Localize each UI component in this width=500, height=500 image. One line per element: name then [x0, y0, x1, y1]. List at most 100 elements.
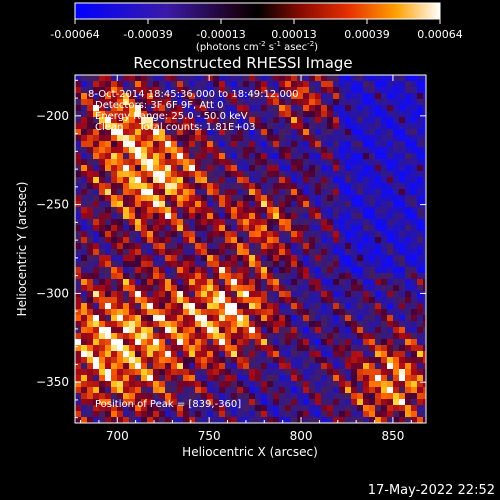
heatmap-pixel [417, 207, 423, 213]
heatmap-pixel [303, 345, 309, 351]
heatmap-pixel [333, 147, 339, 153]
heatmap-pixel [111, 117, 117, 123]
heatmap-pixel [423, 339, 426, 345]
heatmap-pixel [411, 279, 417, 285]
heatmap-pixel [423, 225, 426, 231]
heatmap-pixel [225, 369, 231, 375]
heatmap-pixel [363, 411, 369, 417]
heatmap-pixel [243, 153, 249, 159]
heatmap-pixel [357, 117, 363, 123]
heatmap-pixel [99, 363, 105, 369]
heatmap-pixel [93, 309, 99, 315]
heatmap-pixel [213, 351, 219, 357]
heatmap-pixel [207, 117, 213, 123]
heatmap-pixel [225, 399, 231, 405]
heatmap-pixel [387, 165, 393, 171]
heatmap-pixel [309, 219, 315, 225]
heatmap-pixel [249, 291, 255, 297]
heatmap-pixel [303, 135, 309, 141]
heatmap-pixel [327, 219, 333, 225]
heatmap-pixel [381, 201, 387, 207]
heatmap-pixel [315, 315, 321, 321]
heatmap-pixel [405, 165, 411, 171]
heatmap-pixel [303, 375, 309, 381]
heatmap-pixel [279, 243, 285, 249]
heatmap-pixel [267, 273, 273, 279]
heatmap-pixel [105, 237, 111, 243]
heatmap-pixel [243, 147, 249, 153]
heatmap-pixel [393, 339, 399, 345]
heatmap-pixel [117, 75, 123, 81]
heatmap-pixel [321, 255, 327, 261]
heatmap-pixel [285, 321, 291, 327]
heatmap-pixel [201, 309, 207, 315]
heatmap-pixel [261, 333, 267, 339]
heatmap-pixel [315, 93, 321, 99]
heatmap-pixel [303, 213, 309, 219]
heatmap-pixel [225, 117, 231, 123]
heatmap-pixel [369, 159, 375, 165]
heatmap-pixel [411, 99, 417, 105]
heatmap-pixel [255, 123, 261, 129]
heatmap-pixel [315, 207, 321, 213]
heatmap-pixel [111, 231, 117, 237]
heatmap-pixel [219, 261, 225, 267]
heatmap-pixel [315, 375, 321, 381]
heatmap-pixel [315, 123, 321, 129]
heatmap-pixel [99, 387, 105, 393]
heatmap-pixel [147, 285, 153, 291]
heatmap-pixel [183, 117, 189, 123]
heatmap-pixel [75, 171, 81, 177]
heatmap-pixel [117, 381, 123, 387]
heatmap-pixel [267, 171, 273, 177]
heatmap-pixel [303, 363, 309, 369]
heatmap-pixel [297, 345, 303, 351]
heatmap-pixel [351, 99, 357, 105]
heatmap-pixel [339, 129, 345, 135]
heatmap-pixel [291, 129, 297, 135]
heatmap-pixel [171, 297, 177, 303]
heatmap-pixel [111, 195, 117, 201]
heatmap-pixel [195, 141, 201, 147]
heatmap-pixel [231, 81, 237, 87]
heatmap-pixel [201, 93, 207, 99]
heatmap-pixel [117, 117, 123, 123]
heatmap-pixel [249, 255, 255, 261]
heatmap-pixel [219, 75, 225, 81]
heatmap-pixel [225, 411, 231, 417]
heatmap-pixel [249, 297, 255, 303]
heatmap-pixel [207, 195, 213, 201]
heatmap-pixel [219, 381, 225, 387]
x-tick-label: 700 [106, 429, 129, 443]
heatmap-pixel [231, 339, 237, 345]
heatmap-pixel [333, 171, 339, 177]
heatmap-pixel [273, 237, 279, 243]
heatmap-pixel [339, 213, 345, 219]
heatmap-pixel [195, 153, 201, 159]
heatmap-pixel [279, 393, 285, 399]
heatmap-pixel [213, 261, 219, 267]
heatmap-pixel [273, 309, 279, 315]
heatmap-pixel [207, 303, 213, 309]
heatmap-pixel [333, 339, 339, 345]
heatmap-pixel [123, 177, 129, 183]
heatmap-pixel [345, 219, 351, 225]
heatmap-pixel [399, 243, 405, 249]
heatmap-pixel [399, 219, 405, 225]
heatmap-pixel [273, 249, 279, 255]
heatmap-pixel [153, 405, 159, 411]
heatmap-pixel [297, 171, 303, 177]
heatmap-pixel [99, 171, 105, 177]
heatmap-pixel [111, 345, 117, 351]
heatmap-pixel [129, 267, 135, 273]
heatmap-pixel [231, 129, 237, 135]
heatmap-pixel [327, 165, 333, 171]
heatmap-pixel [285, 375, 291, 381]
heatmap-pixel [111, 393, 117, 399]
heatmap-pixel [141, 147, 147, 153]
heatmap-pixel [405, 183, 411, 189]
heatmap-pixel [381, 255, 387, 261]
heatmap-pixel [273, 285, 279, 291]
heatmap-pixel [273, 117, 279, 123]
heatmap-pixel [297, 255, 303, 261]
